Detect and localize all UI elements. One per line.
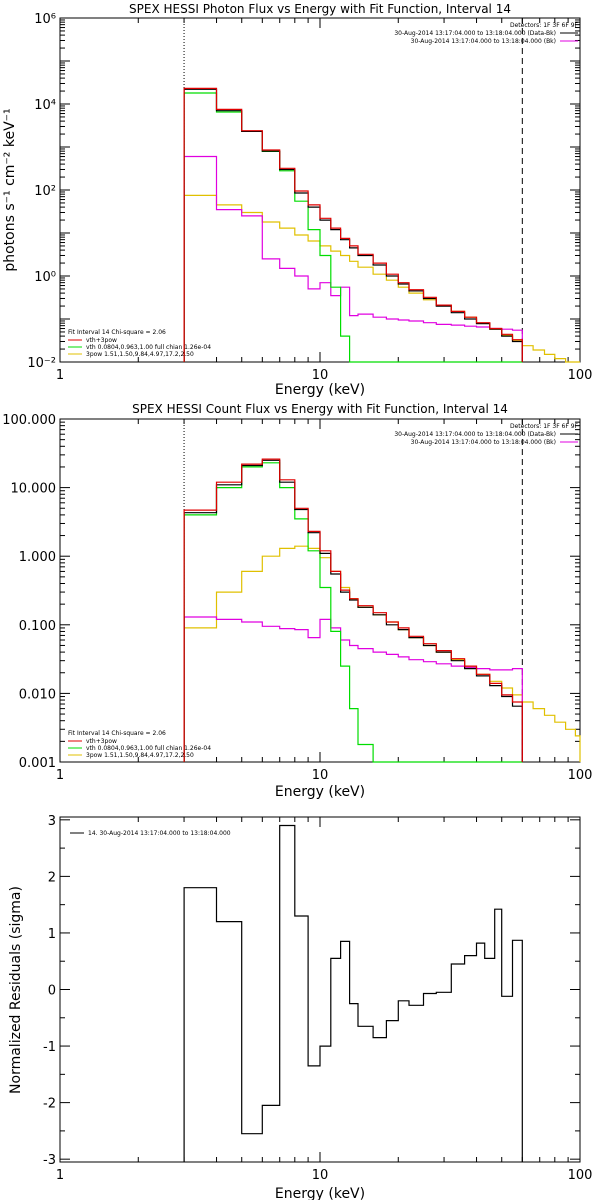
y-tick-label: 100.000	[2, 413, 56, 428]
legend-entry-bk: 30-Aug-2014 13:17:04.000 to 13:18:04.000…	[411, 439, 556, 446]
legend-3pow: 3pow 1.51,1.50,9.84,4.97,17.2,2.50	[86, 752, 194, 759]
x-axis-label: Energy (keV)	[275, 784, 365, 800]
plot-frame	[59, 418, 581, 763]
series-3pow	[183, 194, 580, 363]
series-bk	[183, 616, 523, 762]
axes: 1 10 100 10⁻² 10⁰ 10² 10⁴ 10⁶	[27, 12, 592, 383]
panel-title: SPEX HESSI Count Flux vs Energy with Fit…	[132, 402, 508, 416]
series-total	[183, 824, 523, 1162]
x-tick-label: 10	[312, 368, 329, 383]
y-tick-label: 10⁴	[34, 98, 56, 113]
y-tick-label: 0.010	[19, 687, 56, 702]
series-vth_plus_3pow	[183, 458, 523, 762]
plot-area	[183, 419, 581, 763]
residuals-panel: 1 10 100 -3 -2 -1 0 1 2 3 Energy (keV) Normalized…	[8, 814, 592, 1200]
y-axis-label: photons s⁻¹ cm⁻² keV⁻¹	[2, 108, 18, 271]
x-tick-label: 1	[56, 368, 64, 383]
y-tick-label: 0	[48, 984, 56, 999]
y-tick-label: 10²	[34, 184, 56, 199]
y-tick-label: 0.001	[19, 756, 56, 771]
axes: 1 10 100 -3 -2 -1 0 1 2 3	[43, 814, 592, 1183]
legend-fit-line: Fit Interval 14 Chi-square = 2.06	[68, 730, 166, 737]
y-tick-label: 1	[48, 927, 56, 942]
x-tick-label: 10	[312, 768, 329, 783]
y-tick-label: 1.000	[19, 550, 56, 565]
plot-area	[183, 824, 523, 1162]
x-tick-label: 100	[568, 1168, 593, 1183]
series-3pow	[183, 545, 581, 762]
y-axis-label: Normalized Residuals (sigma)	[8, 886, 24, 1094]
legend-right: Detectors: 1F 3F 6F 9F 30-Aug-2014 13:17…	[394, 423, 578, 446]
y-tick-label: 2	[48, 870, 56, 885]
y-tick-label: 3	[48, 814, 56, 829]
y-tick-label: 10⁻²	[27, 356, 56, 371]
x-tick-label: 100	[568, 768, 593, 783]
series-vth	[183, 462, 523, 763]
y-tick-label: -2	[43, 1097, 56, 1112]
legend-entry-data: 30-Aug-2014 13:17:04.000 to 13:18:04.000…	[394, 30, 556, 37]
photon-flux-panel: SPEX HESSI Photon Flux vs Energy with Fi…	[2, 2, 592, 398]
legend-header: Detectors: 1F 3F 6F 9F	[510, 22, 579, 29]
legend-entry-data: 30-Aug-2014 13:17:04.000 to 13:18:04.000…	[394, 431, 556, 438]
x-axis-label: Energy (keV)	[275, 382, 365, 398]
x-tick-label: 10	[312, 1168, 329, 1183]
y-tick-label: 0.100	[19, 619, 56, 634]
legend-vth: vth 0.0804,0.963,1.00 full chian 1.26e-0…	[86, 745, 211, 752]
legend-3pow: 3pow 1.51,1.50,9.84,4.97,17.2,2.50	[86, 351, 194, 358]
legend-vth3pow: vth+3pow	[86, 738, 117, 745]
legend-header: Detectors: 1F 3F 6F 9F	[510, 423, 579, 430]
plot-frame	[59, 17, 581, 363]
legend-vth: vth 0.0804,0.963,1.00 full chian 1.26e-0…	[86, 344, 211, 351]
count-flux-panel: SPEX HESSI Count Flux vs Energy with Fit…	[2, 402, 592, 800]
series-total	[183, 88, 523, 362]
y-tick-label: 10⁶	[34, 12, 56, 27]
panel-title: SPEX HESSI Photon Flux vs Energy with Fi…	[129, 2, 511, 16]
legend-fit-line: Fit Interval 14 Chi-square = 2.06	[68, 329, 166, 336]
plot-area	[183, 18, 580, 363]
series-vth	[183, 92, 523, 363]
legend-left: Fit Interval 14 Chi-square = 2.06 vth+3p…	[68, 730, 211, 759]
x-axis-label: Energy (keV)	[275, 1186, 365, 1200]
axes: 1 10 100 0.001 0.010 0.100 1.000 10.000 100.000	[2, 413, 592, 783]
legend-vth3pow: vth+3pow	[86, 337, 117, 344]
legend-right: Detectors: 1F 3F 6F 9F 30-Aug-2014 13:17…	[394, 22, 578, 45]
x-tick-label: 1	[56, 1168, 64, 1183]
legend-left: Fit Interval 14 Chi-square = 2.06 vth+3p…	[68, 329, 211, 358]
legend-entry-bk: 30-Aug-2014 13:17:04.000 to 13:18:04.000…	[411, 38, 556, 45]
series-vth_plus_3pow	[183, 87, 523, 362]
x-tick-label: 1	[56, 768, 64, 783]
series-total	[183, 459, 523, 762]
legend-residuals: 14. 30-Aug-2014 13:17:04.000 to 13:18:04…	[88, 830, 231, 837]
y-tick-label: -1	[43, 1040, 56, 1055]
series-bk	[183, 155, 523, 362]
y-tick-label: -3	[43, 1153, 56, 1168]
legend-left: 14. 30-Aug-2014 13:17:04.000 to 13:18:04…	[70, 830, 231, 837]
x-tick-label: 100	[568, 368, 593, 383]
y-tick-label: 10⁰	[34, 270, 56, 285]
y-tick-label: 10.000	[11, 482, 57, 497]
